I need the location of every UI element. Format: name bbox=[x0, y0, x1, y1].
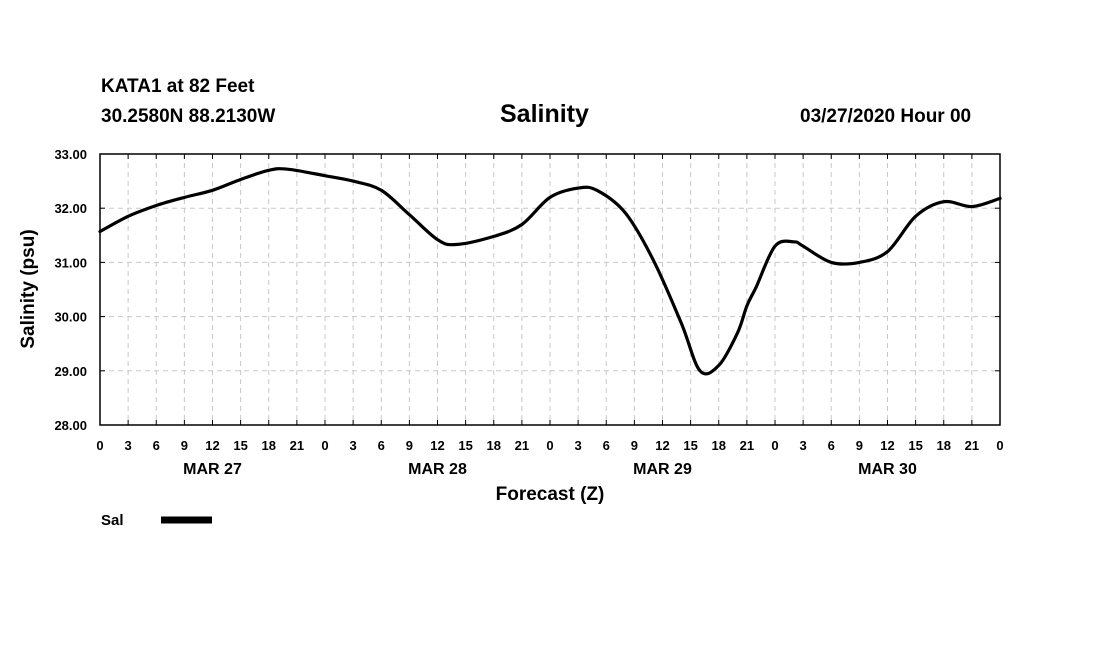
y-tick-label: 33.00 bbox=[54, 147, 87, 162]
x-tick-label: 9 bbox=[181, 438, 188, 453]
day-labels: MAR 27 MAR 28 MAR 29 MAR 30 bbox=[183, 461, 917, 478]
x-tick-label: 0 bbox=[996, 438, 1003, 453]
x-tick-label: 21 bbox=[290, 438, 304, 453]
x-tick-label: 12 bbox=[880, 438, 894, 453]
grid-lines bbox=[100, 154, 1000, 425]
y-tick-label: 29.00 bbox=[54, 364, 87, 379]
day-label: MAR 28 bbox=[408, 461, 467, 478]
x-tick-label: 3 bbox=[575, 438, 582, 453]
y-axis-title: Salinity (psu) bbox=[18, 229, 39, 348]
x-tick-label: 18 bbox=[937, 438, 951, 453]
y-tick-label: 28.00 bbox=[54, 418, 87, 433]
x-tick-label: 6 bbox=[153, 438, 160, 453]
x-tick-label: 18 bbox=[487, 438, 501, 453]
x-tick-label: 0 bbox=[546, 438, 553, 453]
x-tick-label: 9 bbox=[631, 438, 638, 453]
x-tick-label: 18 bbox=[262, 438, 276, 453]
x-tick-label: 21 bbox=[965, 438, 979, 453]
x-tick-label: 12 bbox=[430, 438, 444, 453]
day-label: MAR 30 bbox=[858, 461, 917, 478]
x-tick-labels: 0 3 6 9 12 15 18 21 0 3 6 9 12 15 18 21 0 3 6 9 12 15 18 21 0 3 6 9… bbox=[96, 438, 1003, 453]
y-tick-label: 30.00 bbox=[54, 310, 87, 325]
day-label: MAR 27 bbox=[183, 461, 242, 478]
x-tick-label: 6 bbox=[828, 438, 835, 453]
y-tick-labels: 28.00 29.00 30.00 31.00 32.00 33.00 bbox=[54, 147, 87, 433]
series-line-sal bbox=[98, 167, 1002, 376]
x-tick-label: 15 bbox=[683, 438, 697, 453]
y-tick-label: 31.00 bbox=[54, 255, 87, 270]
x-tick-label: 3 bbox=[350, 438, 357, 453]
x-tick-label: 15 bbox=[458, 438, 472, 453]
station-label: KATA1 at 82 Feet bbox=[101, 76, 255, 97]
x-tick-label: 18 bbox=[712, 438, 726, 453]
x-tick-label: 0 bbox=[321, 438, 328, 453]
x-tick-label: 3 bbox=[125, 438, 132, 453]
x-tick-label: 15 bbox=[908, 438, 922, 453]
legend: Sal bbox=[101, 512, 212, 529]
x-tick-label: 6 bbox=[603, 438, 610, 453]
x-tick-label: 12 bbox=[655, 438, 669, 453]
plot-frame bbox=[99, 153, 1001, 426]
x-tick-label: 15 bbox=[233, 438, 247, 453]
x-tick-label: 3 bbox=[800, 438, 807, 453]
station-coordinates: 30.2580N 88.2130W bbox=[101, 106, 276, 127]
x-tick-label: 12 bbox=[205, 438, 219, 453]
y-tick-label: 32.00 bbox=[54, 201, 87, 216]
legend-label-sal: Sal bbox=[101, 512, 124, 529]
x-tick-label: 0 bbox=[771, 438, 778, 453]
x-tick-label: 0 bbox=[96, 438, 103, 453]
x-tick-label: 9 bbox=[856, 438, 863, 453]
forecast-run-time: 03/27/2020 Hour 00 bbox=[800, 106, 972, 127]
x-tick-label: 21 bbox=[515, 438, 529, 453]
x-axis-title: Forecast (Z) bbox=[496, 484, 605, 505]
day-label: MAR 29 bbox=[633, 461, 692, 478]
x-tick-label: 9 bbox=[406, 438, 413, 453]
chart-title: Salinity bbox=[500, 100, 589, 128]
x-tick-label: 6 bbox=[378, 438, 385, 453]
x-tick-label: 21 bbox=[740, 438, 754, 453]
